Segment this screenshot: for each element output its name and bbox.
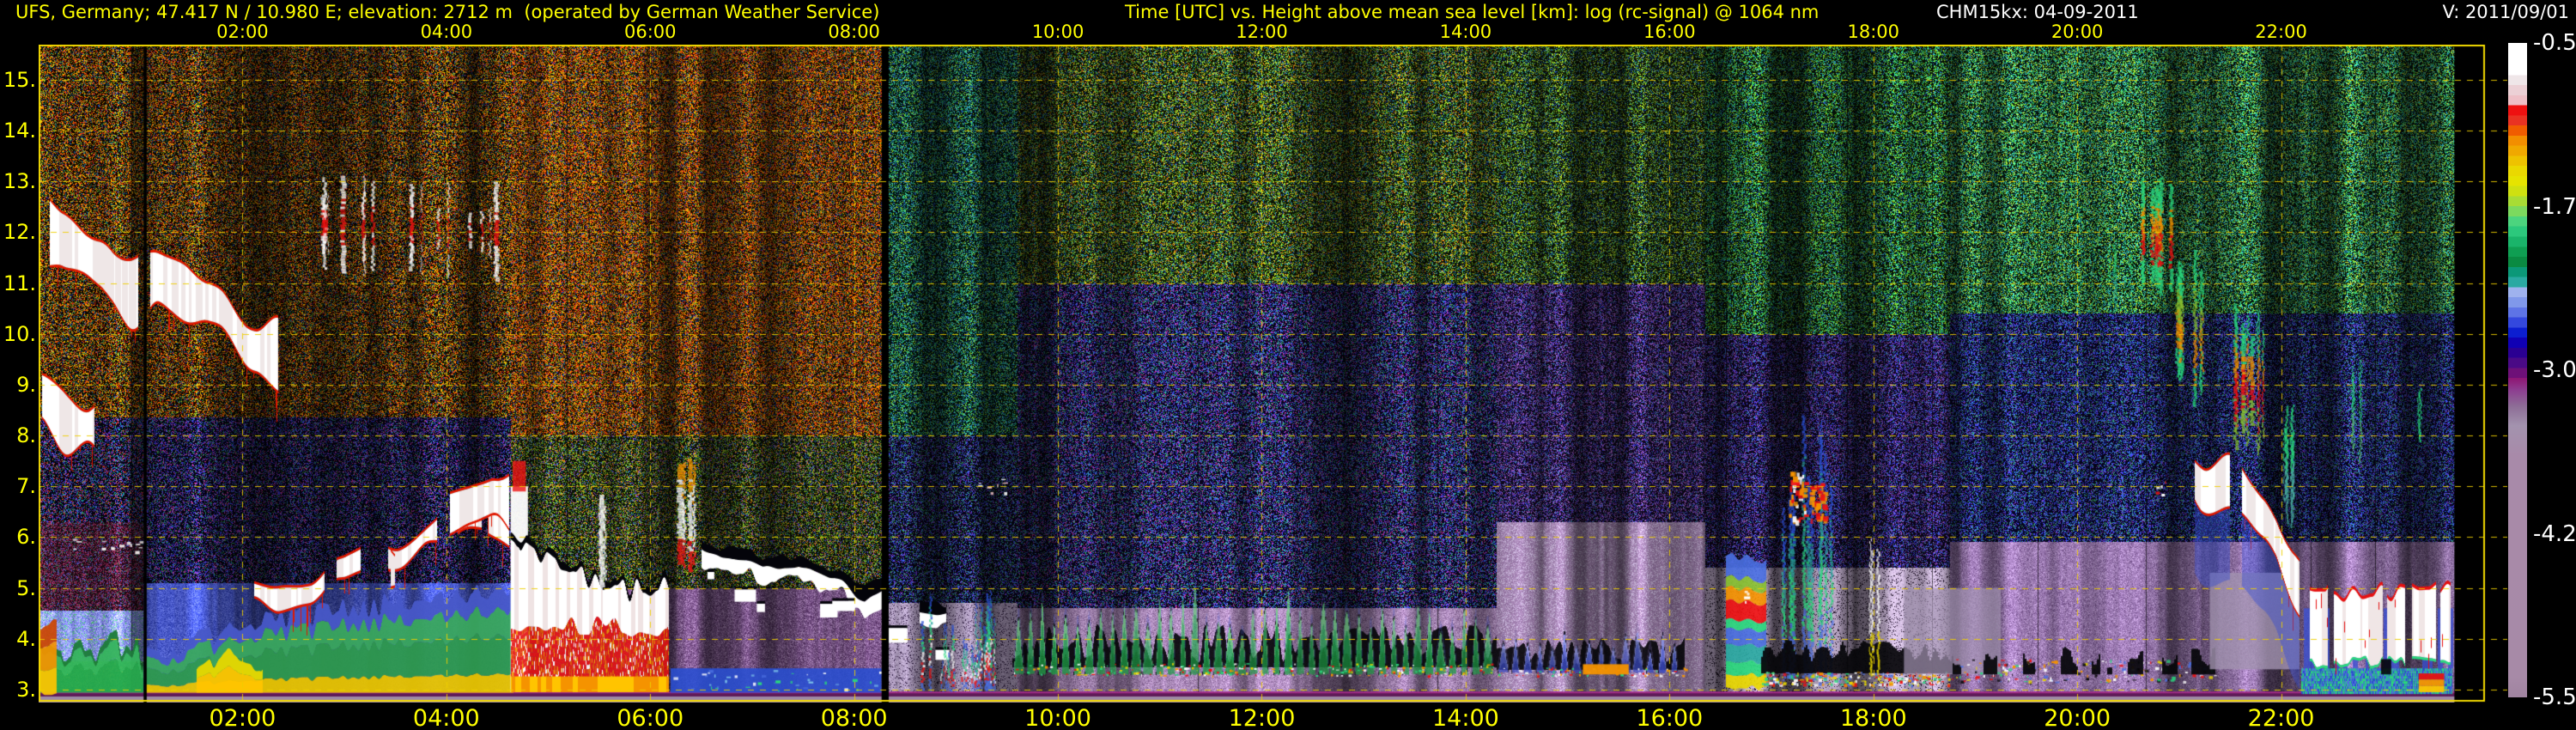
version-label: V: 2011/09/01	[2442, 2, 2569, 22]
bottom-time-tick: 12:00	[1228, 705, 1296, 730]
colorbar-tick-label: -3.00	[2533, 357, 2576, 383]
height-tick-label: 10.	[3, 321, 36, 346]
top-time-tick: 10:00	[1031, 21, 1084, 42]
plot-title: Time [UTC] vs. Height above mean sea lev…	[1125, 2, 1820, 22]
bottom-time-tick: 04:00	[412, 705, 480, 730]
height-tick-label: 5.	[16, 575, 36, 600]
top-time-tick: 04:00	[420, 21, 473, 42]
top-time-tick: 02:00	[216, 21, 269, 42]
height-tick-label: 9.	[16, 372, 36, 397]
top-time-tick: 14:00	[1439, 21, 1492, 42]
top-time-tick: 06:00	[623, 21, 677, 42]
colorbar-tick-label: -0.50	[2533, 30, 2576, 56]
top-time-tick: 20:00	[2050, 21, 2104, 42]
top-time-tick: 12:00	[1236, 21, 1288, 42]
height-tick-label: 14.	[3, 119, 36, 143]
height-tick-label: 3.	[16, 678, 36, 702]
top-time-tick: 22:00	[2255, 21, 2307, 42]
bottom-time-tick: 14:00	[1432, 705, 1499, 730]
bottom-time-tick: 22:00	[2247, 705, 2315, 730]
bottom-time-tick: 18:00	[1839, 705, 1907, 730]
bottom-time-tick: 20:00	[2044, 705, 2111, 730]
instrument-date: CHM15kx: 04-09-2011	[1936, 2, 2139, 22]
height-tick-label: 4.	[16, 626, 36, 651]
height-tick-label: 8.	[16, 423, 36, 448]
station-info: UFS, Germany; 47.417 N / 10.980 E; eleva…	[15, 2, 880, 22]
height-tick-label: 13.	[3, 169, 36, 194]
bottom-time-tick: 16:00	[1636, 705, 1704, 730]
bottom-time-tick: 10:00	[1024, 705, 1091, 730]
height-tick-label: 7.	[16, 474, 36, 499]
colorbar	[2508, 43, 2527, 697]
colorbar-tick-label: -4.25	[2533, 520, 2576, 547]
bottom-time-tick: 02:00	[209, 705, 276, 730]
colorbar-tick-label: -5.50	[2533, 684, 2576, 710]
height-tick-label: 12.	[3, 220, 36, 245]
bottom-time-tick: 08:00	[820, 705, 888, 730]
bottom-time-tick: 06:00	[617, 705, 684, 730]
height-tick-label: 15.	[3, 67, 36, 92]
height-tick-label: 6.	[16, 525, 36, 550]
backscatter-heatmap-canvas	[39, 45, 2507, 703]
top-time-tick: 18:00	[1847, 21, 1899, 42]
colorbar-tick-label: -1.75	[2533, 193, 2576, 220]
top-time-tick: 16:00	[1643, 21, 1696, 42]
height-tick-label: 11.	[3, 271, 36, 295]
top-time-tick: 08:00	[828, 21, 880, 42]
